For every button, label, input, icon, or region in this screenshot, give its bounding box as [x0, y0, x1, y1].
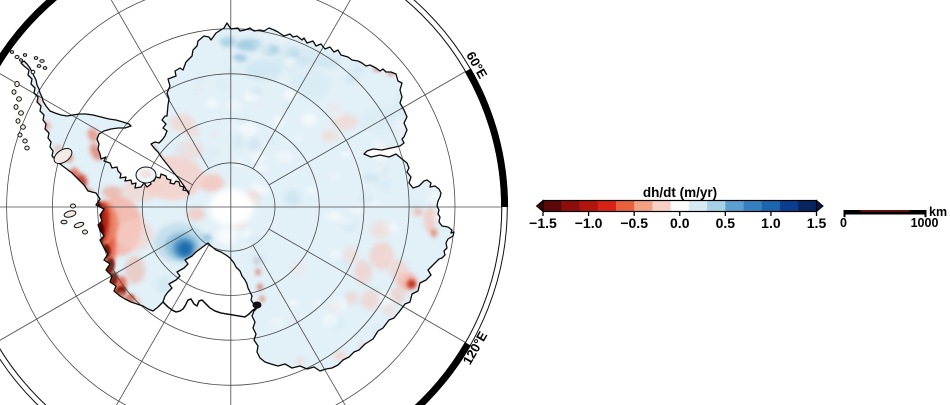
svg-text:0: 0: [840, 216, 847, 230]
svg-text:km: km: [929, 205, 947, 219]
svg-text:1.0: 1.0: [761, 215, 781, 231]
svg-text:1.5: 1.5: [807, 215, 827, 231]
svg-text:−1.5: −1.5: [529, 215, 557, 231]
svg-text:0.0: 0.0: [670, 215, 690, 231]
svg-text:−1.0: −1.0: [575, 215, 603, 231]
svg-text:dh/dt (m/yr): dh/dt (m/yr): [643, 185, 717, 200]
svg-text:1000: 1000: [911, 216, 939, 230]
svg-text:0.5: 0.5: [716, 215, 736, 231]
svg-text:−0.5: −0.5: [620, 215, 648, 231]
